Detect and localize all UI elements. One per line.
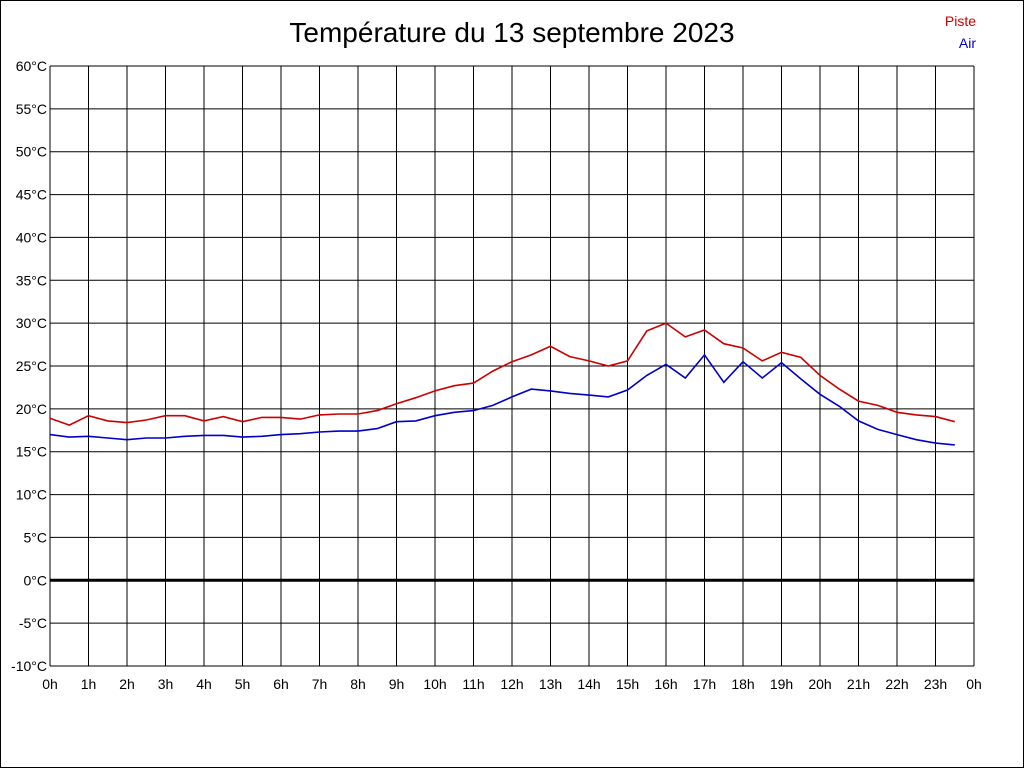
- y-tick-label: 40°C: [16, 229, 47, 245]
- x-tick-label: 13h: [539, 676, 562, 692]
- axis-labels: 0h 1h 2h 3h 4h 5h 6h 7h 8h 9h 10h 11h 12h 13h 14h 15h 16…: [11, 58, 982, 692]
- x-tick-label: 21h: [847, 676, 870, 692]
- x-tick-label: 1h: [81, 676, 97, 692]
- y-tick-label: 20°C: [16, 401, 47, 417]
- y-tick-label: 60°C: [16, 58, 47, 74]
- x-tick-label: 14h: [577, 676, 600, 692]
- x-tick-label: 0h: [966, 676, 982, 692]
- x-tick-label: 11h: [462, 676, 484, 692]
- series-line-air: [49, 353, 955, 446]
- series: [49, 322, 956, 446]
- chart-title: Température du 13 septembre 2023: [289, 17, 735, 48]
- x-tick-label: 4h: [196, 676, 212, 692]
- y-tick-label: 0°C: [24, 572, 48, 588]
- x-tick-label: 5h: [235, 676, 251, 692]
- x-tick-label: 3h: [158, 676, 174, 692]
- series-line-piste: [49, 322, 956, 426]
- y-tick-label: 35°C: [16, 272, 47, 288]
- y-tick-label: 10°C: [16, 487, 47, 503]
- y-tick-label: 45°C: [16, 187, 47, 203]
- y-tick-label: 5°C: [24, 529, 48, 545]
- x-tick-label: 16h: [654, 676, 677, 692]
- x-tick-label: 6h: [273, 676, 289, 692]
- x-tick-label: 9h: [389, 676, 405, 692]
- x-tick-label: 23h: [924, 676, 947, 692]
- x-tick-label: 18h: [731, 676, 754, 692]
- y-tick-label: 25°C: [16, 358, 47, 374]
- y-tick-label: -5°C: [19, 615, 47, 631]
- x-tick-label: 7h: [312, 676, 328, 692]
- x-tick-label: 0h: [42, 676, 58, 692]
- y-tick-label: 30°C: [16, 315, 47, 331]
- x-tick-label: 10h: [423, 676, 446, 692]
- x-tick-label: 19h: [770, 676, 793, 692]
- x-tick-label: 12h: [500, 676, 523, 692]
- x-tick-label: 22h: [885, 676, 908, 692]
- legend-air: Air: [958, 35, 976, 51]
- legend-piste: Piste: [944, 13, 976, 29]
- x-tick-label: 17h: [693, 676, 716, 692]
- x-tick-label: 15h: [616, 676, 639, 692]
- y-tick-label: -10°C: [11, 658, 47, 674]
- y-tick-label: 50°C: [16, 144, 47, 160]
- y-tick-label: 55°C: [16, 101, 47, 117]
- grid: [49, 65, 975, 667]
- x-tick-label: 8h: [350, 676, 366, 692]
- x-tick-label: 2h: [119, 676, 135, 692]
- y-tick-label: 15°C: [16, 444, 47, 460]
- x-tick-label: 20h: [808, 676, 831, 692]
